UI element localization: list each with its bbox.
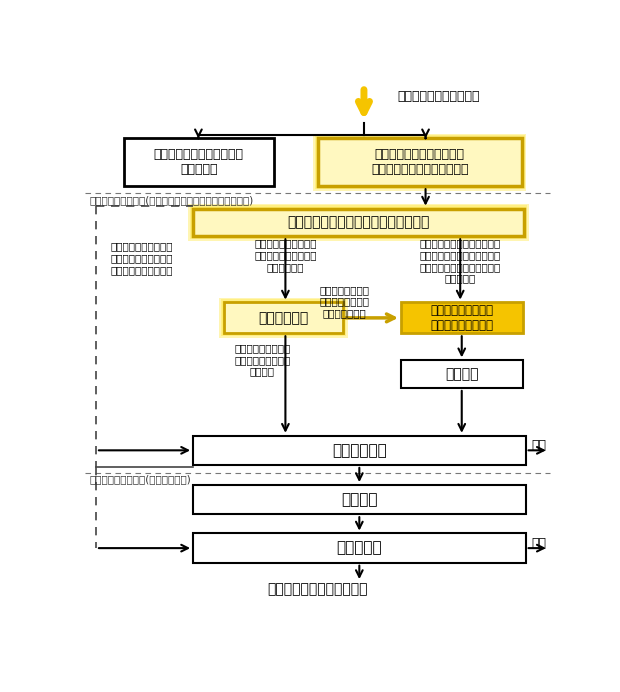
Text: 試験管内試験に関する十分な
情報は得られているが、生物
試験に関する情報が得られて
いない物質: 試験管内試験に関する十分な 情報は得られているが、生物 試験に関する情報が得られ… — [420, 239, 501, 284]
Text: 生物試験に関する十
分な情報が得られて
いる物質: 生物試験に関する十 分な情報が得られて いる物質 — [234, 343, 290, 376]
Text: 試験管内試験及び生物
試験に関する十分な情
報が得られている物質: 試験管内試験及び生物 試験に関する十分な情 報が得られている物質 — [111, 242, 174, 275]
Bar — [313, 134, 526, 191]
Text: 生物試験: 生物試験 — [445, 367, 479, 381]
Text: 各文献からの総合的判断: 各文献からの総合的判断 — [397, 91, 479, 103]
Text: 試験管内試験: 試験管内試験 — [259, 311, 309, 325]
Bar — [124, 138, 274, 186]
Bar — [316, 137, 523, 188]
Bar — [401, 361, 523, 388]
Text: 生物試験に関する
十分な情報が得ら
れていない物質: 生物試験に関する 十分な情報が得ら れていない物質 — [320, 285, 370, 318]
Bar — [193, 485, 526, 514]
Bar — [190, 206, 527, 239]
Text: 生物試験を実施する
物質の優先順位付け: 生物試験を実施する 物質の優先順位付け — [430, 304, 494, 332]
Bar — [317, 138, 522, 186]
Text: 試験管内試験に関する
情報が十分には得られ
ていない物質: 試験管内試験に関する 情報が十分には得られ ていない物質 — [254, 239, 317, 272]
Bar — [188, 204, 529, 241]
Text: 有害性評価第１段階(内分泌系に対する作用の有無を確認): 有害性評価第１段階(内分泌系に対する作用の有無を確認) — [90, 195, 254, 205]
Text: リスク評価の枠組みへ進む: リスク評価の枠組みへ進む — [267, 583, 368, 597]
Bar — [224, 302, 343, 334]
Text: 有害性評価第２段階(有害性の確認): 有害性評価第２段階(有害性の確認) — [90, 475, 192, 484]
Bar — [219, 298, 348, 338]
Text: 第１段階評価: 第１段階評価 — [332, 443, 387, 458]
Bar — [315, 136, 525, 190]
Text: 保留: 保留 — [531, 537, 546, 550]
Bar — [193, 436, 526, 465]
Bar — [192, 207, 526, 238]
Bar — [193, 208, 524, 236]
Bar — [401, 302, 523, 334]
Text: 保留: 保留 — [531, 439, 546, 452]
Text: 現時点では試験対象物質と
しない物質: 現時点では試験対象物質と しない物質 — [154, 148, 244, 176]
Text: 有害性評価: 有害性評価 — [337, 540, 382, 556]
Text: 生物試験: 生物試験 — [341, 492, 378, 507]
Text: 内分泌かく乱作用に関する
試験対象物質となり得る物質: 内分泌かく乱作用に関する 試験対象物質となり得る物質 — [371, 148, 469, 176]
Bar — [222, 301, 345, 335]
Bar — [221, 300, 346, 336]
Text: 信頼性評価により得られた知見の整理: 信頼性評価により得られた知見の整理 — [288, 215, 430, 230]
Bar — [193, 534, 526, 563]
